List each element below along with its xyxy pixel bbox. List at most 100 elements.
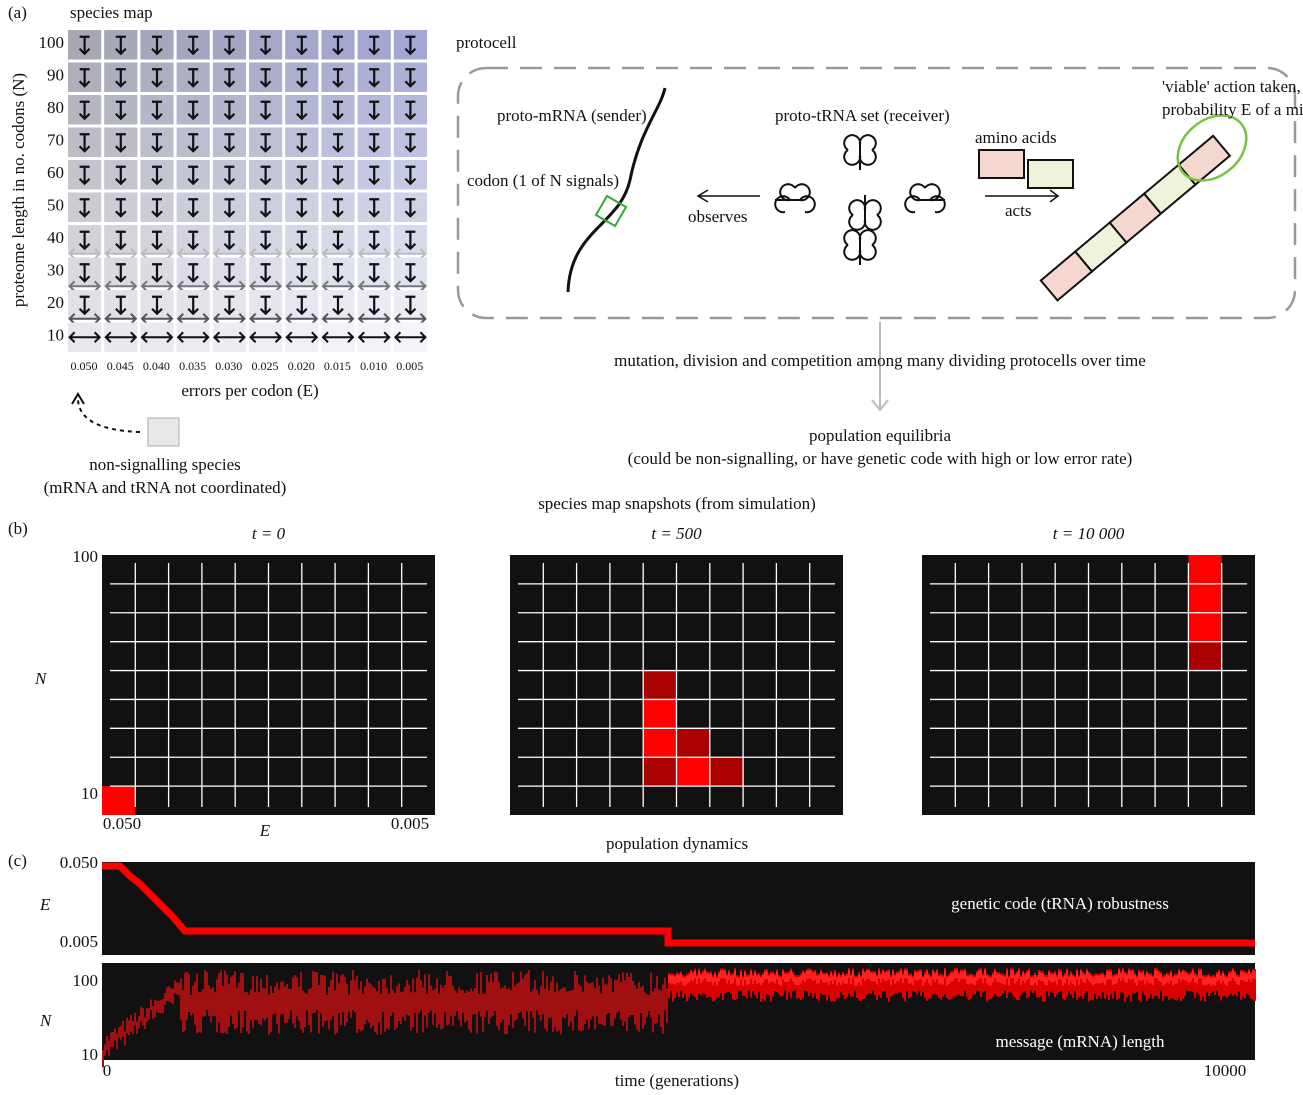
n-trace <box>902 975 904 983</box>
trnas <box>775 135 945 265</box>
action-label: probability E of a mistake <box>1162 100 1303 119</box>
n-trace <box>734 970 736 978</box>
n-trace <box>848 970 850 978</box>
n-trace <box>124 1031 126 1045</box>
n-trace <box>990 978 992 986</box>
n-trace <box>980 970 982 978</box>
n-trace <box>808 970 810 978</box>
n-trace <box>560 989 562 1034</box>
n-trace <box>1036 977 1038 985</box>
occupied-cell <box>677 757 710 786</box>
n-trace <box>270 986 272 1032</box>
n-trace <box>138 1016 140 1028</box>
n-trace <box>856 978 858 986</box>
n-trace <box>1090 975 1092 983</box>
n-trace <box>788 973 790 981</box>
n-trace <box>826 974 828 982</box>
n-trace <box>1146 973 1148 981</box>
n-trace <box>1074 978 1076 986</box>
n-trace <box>1242 972 1244 980</box>
n-trace <box>578 984 580 1030</box>
n-trace <box>546 976 548 1031</box>
n-trace <box>628 977 630 1018</box>
n-trace <box>1168 975 1170 983</box>
n-trace <box>286 984 288 1023</box>
n-trace <box>1226 978 1228 986</box>
n-trace <box>686 976 688 984</box>
n-trace <box>866 971 868 979</box>
n-trace <box>218 973 220 1022</box>
n-trace <box>750 971 752 979</box>
n-trace <box>660 990 662 1027</box>
n-trace <box>104 1044 106 1056</box>
n-trace <box>222 986 224 1033</box>
n-trace <box>1232 970 1234 978</box>
n-trace <box>1150 975 1152 983</box>
codon-label: codon (1 of N signals) <box>467 171 619 190</box>
n-trace <box>568 991 570 1026</box>
n-trace <box>664 978 666 1011</box>
n-trace <box>590 983 592 1020</box>
x-tick-label: 0.050 <box>71 359 98 373</box>
n-trace <box>710 973 712 981</box>
n-trace <box>110 1033 112 1047</box>
n-trace <box>1254 971 1256 979</box>
n-trace <box>858 974 860 982</box>
n-trace <box>862 970 864 978</box>
n-trace <box>1100 975 1102 983</box>
n-trace <box>1068 977 1070 985</box>
n-trace <box>292 977 294 1023</box>
n-trace <box>820 971 822 979</box>
n-trace <box>240 973 242 1033</box>
n-trace <box>216 979 218 1032</box>
n-trace <box>1062 977 1064 985</box>
n-trace <box>742 978 744 986</box>
x-tick-label: 0.010 <box>360 359 387 373</box>
n-trace <box>160 1000 162 1013</box>
n-trace <box>676 975 678 983</box>
n-trace <box>1134 975 1136 983</box>
x-tick-label: 10000 <box>1204 1061 1247 1080</box>
n-trace <box>130 1015 132 1032</box>
n-trace <box>1048 972 1050 980</box>
n-trace <box>1092 977 1094 985</box>
n-trace <box>422 987 424 1032</box>
n-trace <box>102 1050 104 1067</box>
n-trace <box>1096 975 1098 983</box>
n-trace <box>446 971 448 1025</box>
n-trace <box>316 972 318 1010</box>
n-trace <box>1140 973 1142 981</box>
n-trace <box>638 982 640 1031</box>
n-trace <box>146 1008 148 1022</box>
n-trace <box>892 971 894 979</box>
x-tick-label: 0.020 <box>288 359 315 373</box>
n-trace <box>910 975 912 983</box>
n-trace <box>650 973 652 1018</box>
n-trace <box>534 980 536 1033</box>
n-trace <box>700 975 702 983</box>
n-trace <box>400 992 402 1024</box>
n-trace <box>550 981 552 1017</box>
n-trace <box>186 972 188 1020</box>
n-trace <box>256 976 258 1020</box>
n-trace <box>986 976 988 984</box>
n-trace <box>462 990 464 1012</box>
n-trace <box>284 987 286 1023</box>
occupied-cell <box>643 671 676 700</box>
n-trace <box>698 971 700 979</box>
n-trace <box>368 982 370 1022</box>
n-trace <box>1032 977 1034 985</box>
n-trace <box>1058 971 1060 979</box>
n-trace <box>1082 974 1084 982</box>
y-tick-label: 60 <box>47 163 64 182</box>
n-trace <box>970 975 972 983</box>
n-trace <box>992 974 994 982</box>
n-trace <box>1212 977 1214 985</box>
n-trace <box>1252 971 1254 979</box>
x-label: E <box>259 821 271 840</box>
n-trace <box>738 978 740 986</box>
n-trace <box>1104 977 1106 985</box>
occupied-cell <box>1188 584 1221 613</box>
n-trace <box>646 994 648 1017</box>
n-trace <box>610 978 612 1026</box>
